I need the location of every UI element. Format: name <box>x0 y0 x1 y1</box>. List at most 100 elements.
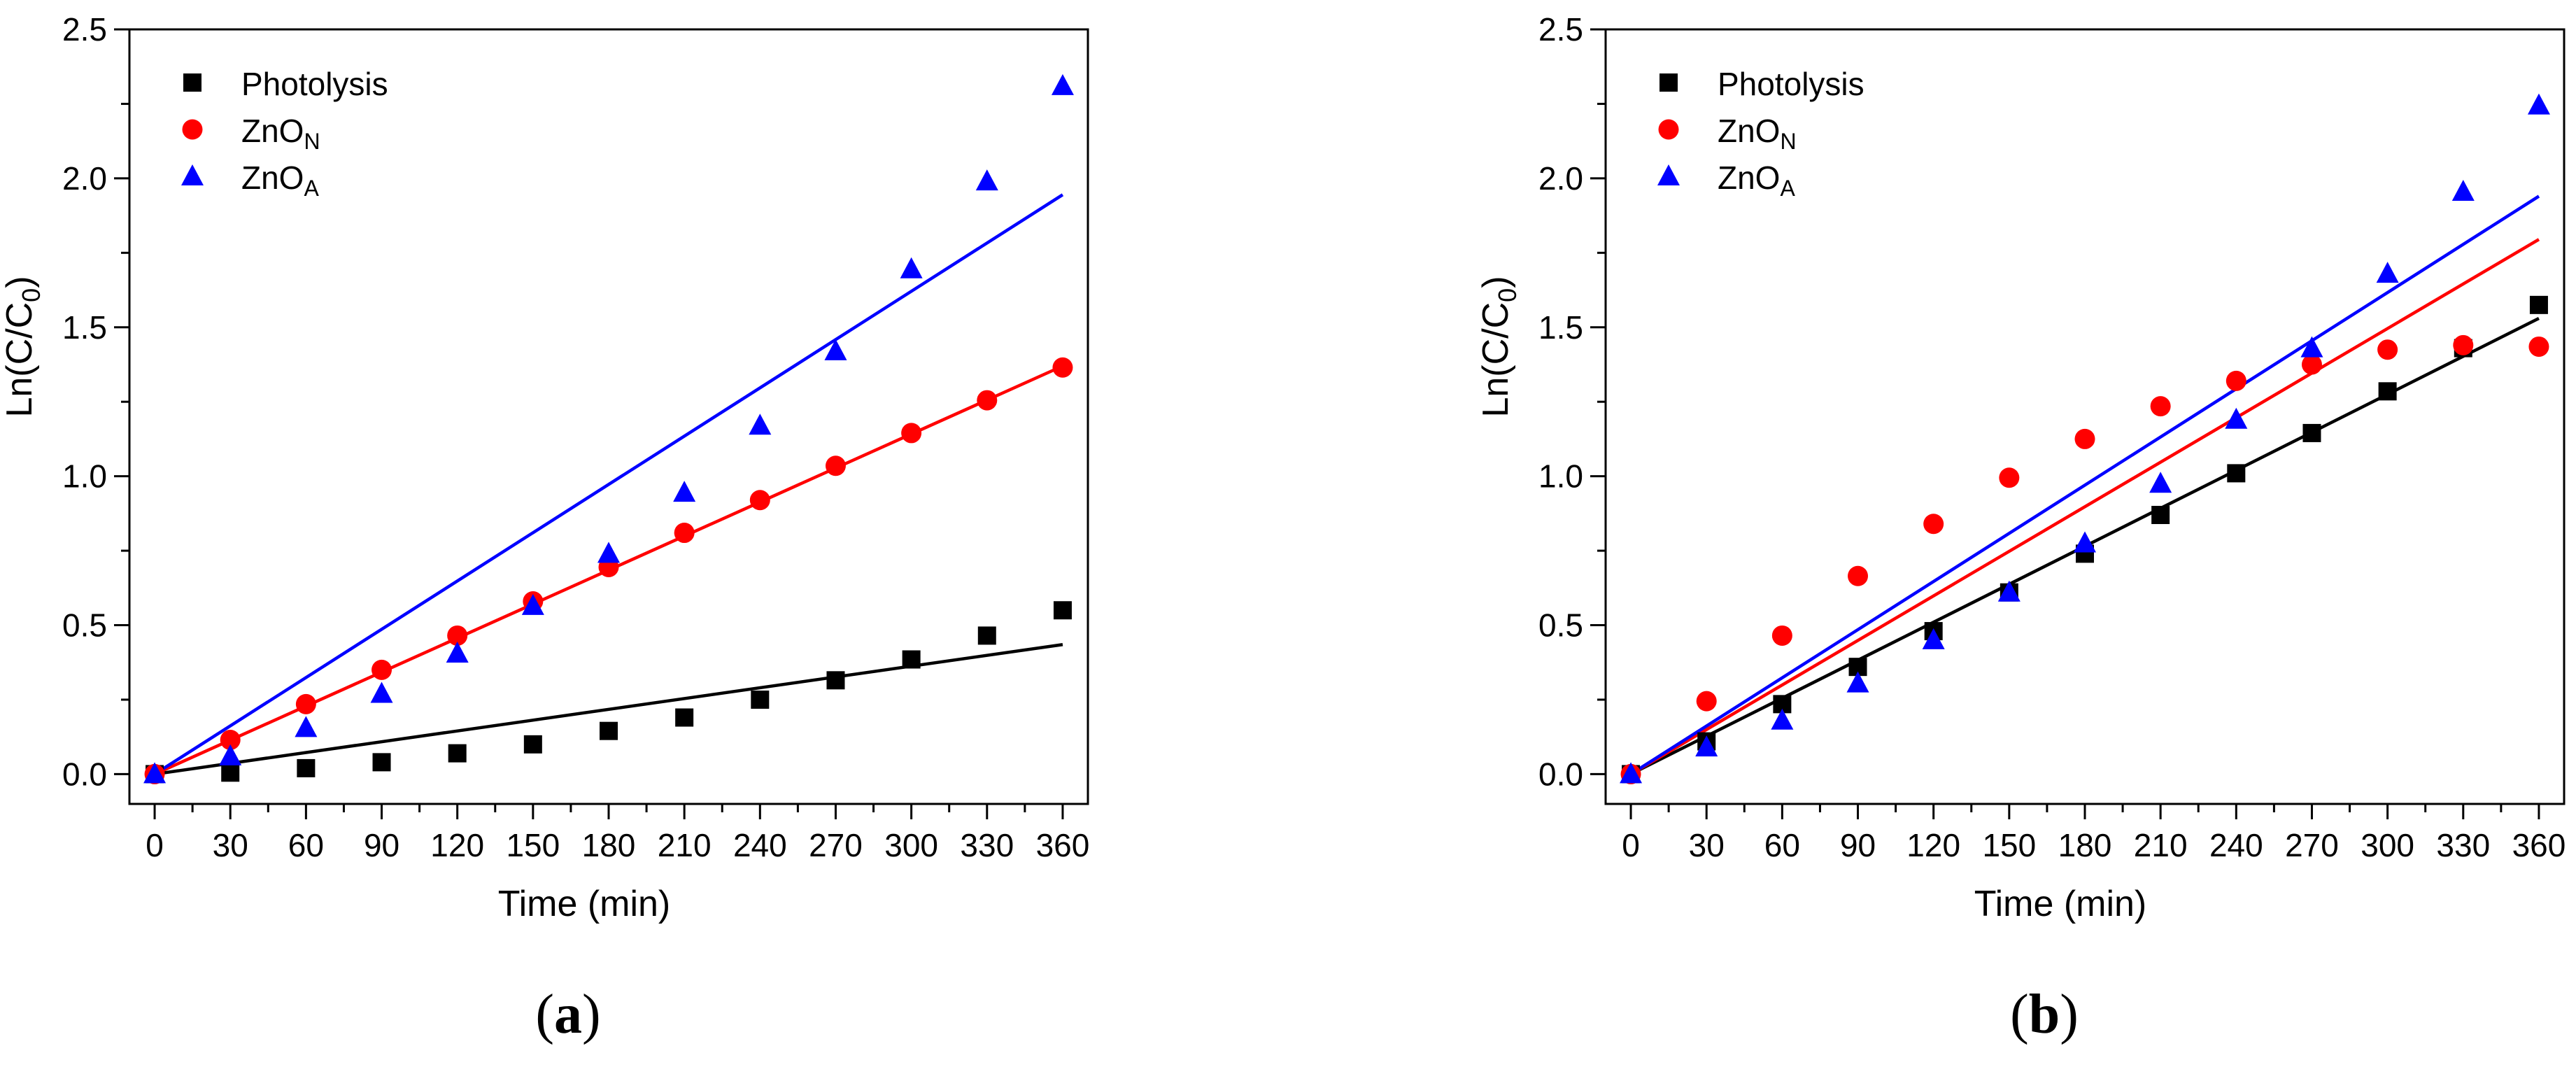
x-axis-title: Time (min) <box>1974 884 2147 924</box>
y-axis-title: Ln(C/C0) <box>1475 276 1522 417</box>
x-tick-label: 120 <box>430 827 484 863</box>
data-point-znon <box>825 455 846 476</box>
data-point-photolysis <box>600 721 618 740</box>
data-point-photolysis <box>902 650 921 669</box>
data-point-znoa <box>2451 180 2475 202</box>
y-tick-label: 1.0 <box>1538 458 1583 495</box>
fit-line-znon <box>1629 238 2540 776</box>
legend-label: ZnON <box>1718 113 1797 154</box>
data-point-znon <box>371 659 392 680</box>
y-tick-label: 2.5 <box>62 11 107 48</box>
data-point-znon <box>1052 357 1073 378</box>
data-point-znon <box>1923 514 1944 535</box>
legend-marker <box>183 73 201 92</box>
data-point-photolysis <box>1053 601 1072 620</box>
chart-panel-a: 0 30 60 90 120 150 180 210 240 270 300 330 360 0.0 0.5… <box>0 11 1089 924</box>
y-tick-label: 1.5 <box>62 309 107 346</box>
data-point-photolysis <box>297 758 316 777</box>
x-tick-label: 300 <box>2361 827 2414 863</box>
x-tick-label: 30 <box>1689 827 1725 863</box>
data-point-photolysis <box>2151 506 2170 525</box>
data-point-znoa <box>143 762 167 784</box>
chart-panel-b: 0 30 60 90 120 150 180 210 240 270 300 330 360 0.0 0.5… <box>1475 11 2566 924</box>
data-point-znon <box>977 390 998 411</box>
y-tick-label: 2.5 <box>1538 11 1583 48</box>
legend-marker <box>181 164 204 185</box>
data-point-znoa <box>521 593 544 615</box>
panel-label-b: (b) <box>2010 984 2079 1045</box>
data-point-znoa <box>2074 531 2096 553</box>
data-point-photolysis <box>2378 382 2397 401</box>
y-tick-label: 1.5 <box>1538 309 1583 346</box>
data-point-znoa <box>1620 762 1643 784</box>
data-point-photolysis <box>2529 295 2548 314</box>
legend-marker <box>1659 73 1678 92</box>
legend-label: ZnOA <box>241 160 319 201</box>
data-point-znon <box>2528 336 2549 357</box>
y-tick-label: 0.0 <box>1538 756 1583 792</box>
data-point-znoa <box>1051 73 1074 95</box>
data-point-znoa <box>1922 628 1945 649</box>
data-point-znoa <box>2300 336 2323 358</box>
x-tick-label: 60 <box>288 827 324 863</box>
data-point-znoa <box>597 542 620 563</box>
data-point-znoa <box>1846 671 1869 693</box>
data-point-znoa <box>1997 580 2021 602</box>
data-point-znoa <box>2376 262 2399 283</box>
x-tick-label: 360 <box>2512 827 2566 863</box>
x-tick-label: 300 <box>884 827 938 863</box>
data-point-photolysis <box>372 753 391 772</box>
x-tick-label: 90 <box>364 827 399 863</box>
data-point-znon <box>749 490 770 511</box>
data-point-znoa <box>975 169 998 191</box>
fit-line-znoa <box>1629 195 2540 776</box>
fit-line-znoa <box>153 193 1064 776</box>
data-point-znon <box>2225 370 2246 391</box>
data-point-znon <box>295 693 316 714</box>
x-tick-label: 360 <box>1036 827 1090 863</box>
x-tick-label: 180 <box>582 827 636 863</box>
x-tick-label: 180 <box>2058 827 2112 863</box>
x-tick-label: 330 <box>2436 827 2490 863</box>
x-tick-label: 270 <box>809 827 863 863</box>
data-point-znon <box>2074 428 2095 449</box>
y-tick-label: 0.5 <box>62 607 107 644</box>
x-tick-label: 240 <box>2209 827 2263 863</box>
data-point-znoa <box>2149 472 2172 493</box>
y-tick-label: 2.0 <box>1538 160 1583 197</box>
data-point-znoa <box>446 641 469 663</box>
data-point-photolysis <box>523 735 542 754</box>
data-point-znon <box>2453 334 2474 355</box>
data-point-znoa <box>673 481 696 502</box>
data-point-photolysis <box>448 744 467 763</box>
x-tick-label: 60 <box>1764 827 1800 863</box>
data-point-znoa <box>2225 407 2248 429</box>
data-point-photolysis <box>977 626 996 645</box>
x-tick-label: 150 <box>506 827 560 863</box>
legend-label: Photolysis <box>241 66 388 102</box>
y-tick-label: 0.5 <box>1538 607 1583 644</box>
data-point-photolysis <box>2302 423 2321 442</box>
data-point-znoa <box>1695 735 1718 757</box>
legend-marker <box>1658 119 1679 140</box>
data-point-znoa <box>824 339 847 360</box>
data-point-photolysis <box>751 690 770 709</box>
data-point-znoa <box>2527 93 2550 115</box>
data-point-photolysis <box>675 708 694 727</box>
data-point-znon <box>2301 354 2322 375</box>
data-point-znon <box>1771 625 1792 646</box>
x-tick-label: 330 <box>960 827 1014 863</box>
x-axis-title: Time (min) <box>498 884 671 924</box>
fit-line-photolysis <box>154 642 1063 776</box>
data-point-znon <box>674 523 695 544</box>
x-tick-label: 240 <box>733 827 787 863</box>
x-tick-label: 150 <box>1982 827 2036 863</box>
legend-label: ZnOA <box>1718 160 1795 201</box>
y-axis-title: Ln(C/C0) <box>0 276 45 417</box>
data-point-znoa <box>1771 708 1794 730</box>
data-point-znon <box>1696 691 1717 712</box>
data-point-photolysis <box>2227 464 2246 483</box>
x-tick-label: 0 <box>146 827 164 863</box>
legend-marker <box>1657 164 1680 185</box>
